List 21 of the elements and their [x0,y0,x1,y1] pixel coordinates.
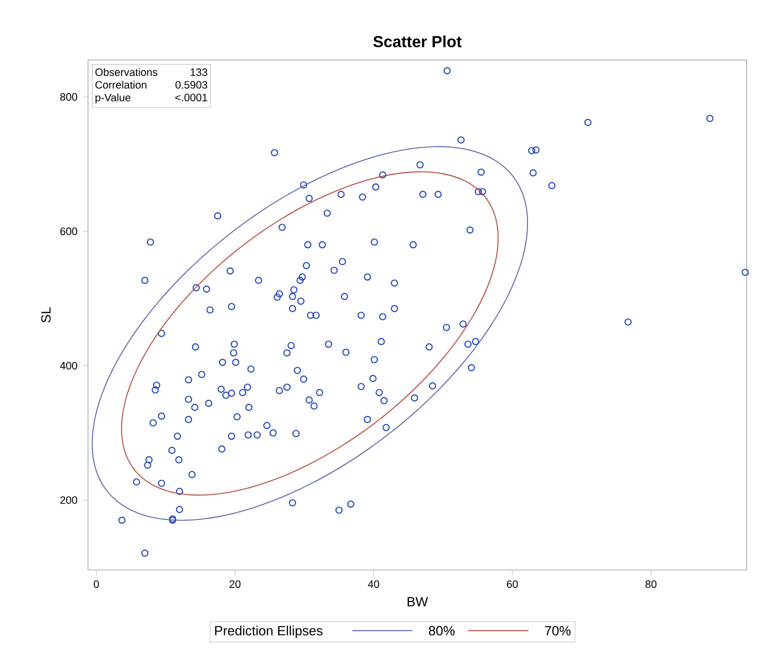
y-tick-label: 600 [60,228,78,236]
y-tick-label: 800 [60,93,78,101]
annotation: 0.5903 [176,81,208,89]
x-tick-label: 0 [94,580,99,588]
legend-title: Prediction Ellipses [215,626,322,638]
x-axis-title: BW [408,597,428,606]
y-tick-label: 200 [60,496,78,504]
x-tick-label: 60 [506,580,518,588]
x-tick-label: 40 [368,580,380,588]
chart-title: Scatter Plot [373,36,462,48]
annotation: Observations [95,68,158,76]
annotation: Correlation [95,80,146,89]
x-tick-label: 20 [230,580,241,588]
x-tick-label: 80 [646,580,656,588]
text: 70% [545,626,571,636]
y-axis-title: SL [41,307,51,323]
text: 80% [428,626,455,636]
annotation: <.0001 [175,94,208,102]
y-tick-label: 400 [60,362,78,370]
annotation: p-Value [96,93,130,104]
annotation: 133 [190,68,208,76]
